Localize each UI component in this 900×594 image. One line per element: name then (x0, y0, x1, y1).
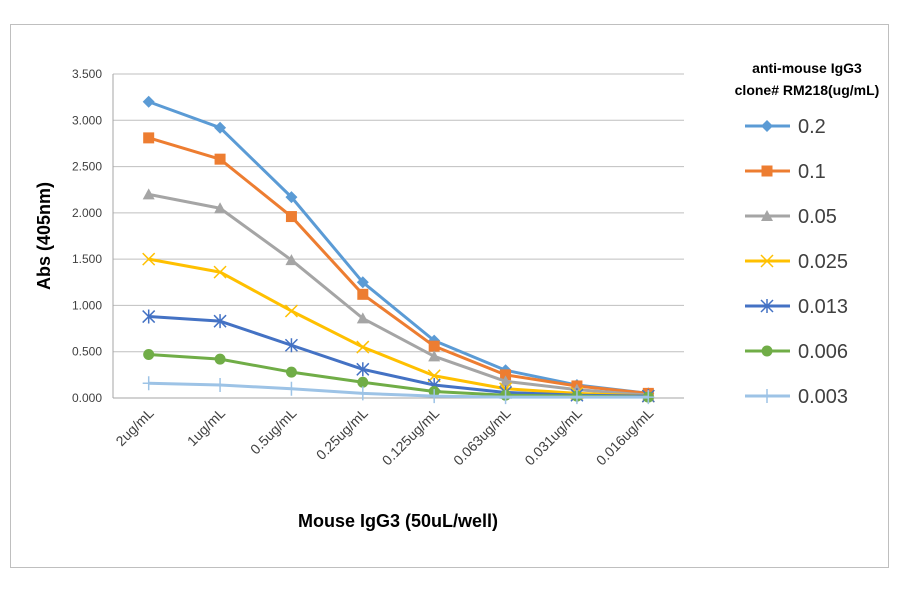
x-tick-label: 1ug/mL (184, 405, 228, 449)
x-tick-label: 0.031ug/mL (521, 405, 585, 469)
y-tick-label: 0.000 (72, 391, 102, 405)
data-point (143, 132, 155, 144)
data-point (284, 304, 298, 318)
x-tick-label: 0.125ug/mL (379, 405, 443, 469)
data-point (142, 188, 155, 200)
data-point (642, 390, 655, 405)
data-point (213, 265, 227, 279)
data-point (142, 252, 156, 266)
data-point (285, 191, 298, 204)
data-point (357, 376, 369, 388)
legend-label: 0.006 (798, 341, 848, 363)
legend-marker (760, 254, 774, 268)
series-line (148, 257, 649, 398)
data-point (570, 390, 583, 405)
legend-label: 0.05 (798, 206, 837, 228)
data-point (356, 386, 369, 401)
data-point (285, 366, 297, 378)
y-tick-label: 2.500 (72, 160, 102, 174)
data-point (428, 350, 441, 362)
data-point (214, 153, 226, 165)
y-tick-label: 2.000 (72, 206, 102, 220)
data-point (356, 340, 370, 354)
data-point (285, 254, 298, 266)
data-point (214, 202, 227, 214)
series-line (148, 381, 649, 399)
data-point (428, 340, 440, 352)
legend-marker (761, 389, 773, 403)
data-point (284, 338, 298, 353)
y-tick-label: 1.500 (72, 252, 102, 266)
data-point (142, 376, 155, 391)
series-line (148, 136, 649, 395)
data-point (356, 362, 370, 377)
data-point (285, 381, 298, 396)
legend-title: clone# RM218(ug/mL) (735, 82, 880, 98)
legend-marker (761, 345, 773, 357)
x-tick-label: 0.016ug/mL (593, 405, 657, 469)
data-point (214, 121, 227, 134)
x-tick-label: 0.5ug/mL (247, 405, 300, 458)
legend-marker (761, 165, 773, 177)
legend-marker (761, 210, 773, 221)
legend-label: 0.025 (798, 251, 848, 273)
x-tick-label: 0.063ug/mL (450, 405, 514, 469)
data-point (428, 389, 441, 404)
legend-label: 0.003 (798, 386, 848, 408)
y-tick-label: 1.000 (72, 298, 102, 312)
y-tick-label: 0.500 (72, 345, 102, 359)
y-axis-title: Abs (405nm) (34, 182, 54, 290)
x-tick-label: 2ug/mL (112, 405, 156, 449)
data-point (427, 369, 441, 383)
legend-label: 0.2 (798, 116, 826, 138)
data-point (214, 378, 227, 393)
series-0.05 (142, 188, 655, 401)
y-tick-label: 3.500 (72, 67, 102, 81)
data-point (499, 375, 512, 387)
legend-label: 0.1 (798, 161, 826, 183)
data-point (142, 95, 155, 108)
data-point (285, 211, 297, 223)
data-point (142, 309, 156, 324)
data-point (213, 314, 227, 329)
series-line (148, 100, 649, 395)
legend-title: anti-mouse IgG3 (752, 60, 862, 76)
x-tick-label: 0.25ug/mL (313, 405, 371, 463)
data-point (500, 369, 512, 381)
data-point (357, 288, 369, 300)
chart-frame (10, 24, 889, 568)
series-line (148, 192, 649, 397)
data-point (499, 390, 512, 405)
legend-marker (760, 299, 774, 313)
legend-label: 0.013 (798, 296, 848, 318)
x-axis-title: Mouse IgG3 (50uL/well) (298, 511, 498, 531)
y-tick-label: 3.000 (72, 113, 102, 127)
legend-marker (761, 120, 773, 132)
data-point (356, 312, 369, 324)
data-point (356, 276, 369, 289)
series-0.003 (142, 376, 655, 405)
data-point (214, 353, 226, 365)
data-point (143, 348, 155, 360)
